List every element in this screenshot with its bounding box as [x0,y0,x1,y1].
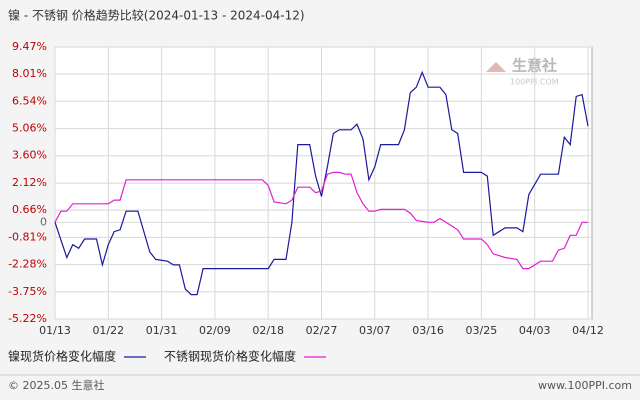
y-tick-label: -0.81% [8,230,47,243]
y-tick-label: 5.06% [12,122,47,135]
x-tick-label: 02/27 [306,324,338,337]
y-tick-label: 2.12% [12,176,47,189]
y-tick-label: -3.75% [8,285,47,298]
line [54,171,588,270]
x-tick-label: 04/03 [519,324,551,337]
x-tick-label: 03/07 [359,324,391,337]
x-tick-label: 02/18 [252,324,284,337]
y-tick-label: -5.22% [8,312,47,325]
legend-label: 镍现货价格变化幅度 [8,349,116,364]
line [54,70,589,296]
x-tick-label: 02/09 [199,324,231,337]
x-tick-label: 01/13 [39,324,71,337]
y-tick-label: 0.66% [12,203,47,216]
x-tick-label: 01/31 [146,324,178,337]
x-tick-label: 03/25 [466,324,498,337]
y-tick-label: 9.47% [12,40,47,53]
x-tick-label: 01/22 [92,324,124,337]
x-tick-label: 03/16 [412,324,444,337]
y-tick-label: 0 [40,215,47,228]
y-tick-label: -2.28% [8,258,47,271]
watermark-logo [486,62,506,72]
x-tick-label: 04/12 [572,324,604,337]
y-tick-label: 8.01% [12,67,47,80]
y-tick-label: 6.54% [12,94,47,107]
y-tick-label: 3.60% [12,149,47,162]
legend-label: 不锈钢现货价格变化幅度 [164,349,296,364]
site: www.100PPI.com [538,379,632,392]
chart-title: 镍 - 不锈钢 价格趋势比较(2024-01-13 - 2024-04-12) [8,8,305,23]
copyright: © 2025.05 生意社 [8,378,104,392]
